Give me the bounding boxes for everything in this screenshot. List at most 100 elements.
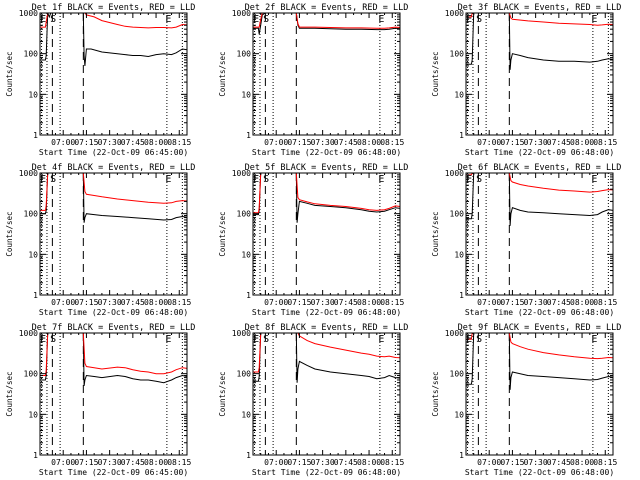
x-tick-label: 08:15 [167,138,191,147]
y-tick-label: 1 [459,291,464,300]
region-label: E [253,174,259,185]
x-tick-label: 07:15 [74,458,98,467]
region-label: E [466,174,472,185]
detector-panel: Det 1f BLACK = Events, RED = LLD 1 10 100 10… [5,3,195,157]
y-tick-label: 1000 [19,329,38,338]
events-series-line [466,173,613,226]
region-label: E [591,174,597,185]
x-tick-label: 07:15 [500,138,524,147]
x-tick-label: 07:00 [51,138,75,147]
x-tick-label: 07:15 [287,458,311,467]
region-label: E [40,174,46,185]
plot-frame [465,332,614,456]
region-label: E [40,14,46,25]
x-tick-label: 07:00 [51,298,75,307]
lld-series-line [253,333,400,373]
region-label: E [378,174,384,185]
y-tick-label: 100 [450,50,465,59]
panel-title: Det 8f BLACK = Events, RED = LLD [245,323,409,333]
detector-panel: Det 2f BLACK = Events, RED = LLD 1 10 100 10… [218,3,408,157]
x-axis-title: Start Time (22-Oct-09 06:45:00) [39,468,188,477]
y-tick-label: 100 [237,210,252,219]
x-tick-label: 08:00 [357,138,381,147]
panel-title: Det 5f BLACK = Events, RED = LLD [245,163,409,173]
detector-panel: Det 4f BLACK = Events, RED = LLD 1 10 100 10… [5,163,195,317]
x-tick-label: 07:15 [74,298,98,307]
region-label: E [466,14,472,25]
x-tick-label: 08:00 [144,138,168,147]
y-tick-label: 1 [33,131,38,140]
lld-series-line [40,333,187,376]
x-tick-label: 07:30 [98,458,122,467]
y-tick-label: 1 [246,131,251,140]
y-axis-title: Counts/sec [431,371,440,416]
x-tick-label: 08:15 [167,298,191,307]
x-tick-label: 08:00 [144,298,168,307]
x-tick-label: 07:15 [500,458,524,467]
detector-panel: Det 3f BLACK = Events, RED = LLD 1 10 100 10… [431,3,621,157]
lld-series-line [253,173,400,214]
x-axis-title: Start Time (22-Oct-09 06:48:00) [252,468,401,477]
events-series-line [253,333,400,383]
y-tick-label: 1 [246,451,251,460]
y-axis-title: Counts/sec [5,211,14,256]
x-tick-label: 08:00 [357,458,381,467]
x-tick-label: 07:30 [311,458,335,467]
x-tick-label: 07:30 [524,458,548,467]
y-axis-title: Counts/sec [431,211,440,256]
lld-series-line [40,173,187,211]
x-tick-label: 08:00 [570,298,594,307]
events-series-line [40,13,187,66]
y-tick-label: 10 [241,410,251,419]
lld-series-line [253,13,400,29]
plot-frame [252,12,401,136]
y-tick-label: 1000 [19,9,38,18]
panel-title: Det 6f BLACK = Events, RED = LLD [458,163,622,173]
y-tick-label: 10 [28,250,38,259]
x-tick-label: 08:15 [593,458,617,467]
x-tick-label: 07:45 [121,458,145,467]
x-axis-title: Start Time (22-Oct-09 06:48:00) [252,308,401,317]
y-tick-label: 1 [33,451,38,460]
plot-frame [252,172,401,296]
panel-title: Det 2f BLACK = Events, RED = LLD [245,3,409,13]
events-series-line [40,333,187,386]
region-label: E [378,334,384,345]
y-tick-label: 10 [28,410,38,419]
x-tick-label: 07:00 [477,458,501,467]
y-tick-label: 1000 [445,329,464,338]
y-tick-label: 10 [454,90,464,99]
y-tick-label: 10 [454,250,464,259]
x-tick-label: 08:00 [144,458,168,467]
y-tick-label: 100 [24,50,39,59]
x-axis-title: Start Time (22-Oct-09 06:45:00) [39,148,188,157]
region-label: S [476,14,482,25]
y-tick-label: 10 [241,90,251,99]
region-label: E [253,14,259,25]
x-tick-label: 07:15 [74,138,98,147]
detector-panel: Det 9f BLACK = Events, RED = LLD 1 10 100 10… [431,323,621,477]
lld-series-line [466,13,613,26]
events-series-line [466,13,613,70]
panel-title: Det 7f BLACK = Events, RED = LLD [32,323,196,333]
y-tick-label: 100 [450,210,465,219]
y-tick-label: 1000 [232,169,251,178]
detector-panel: Det 5f BLACK = Events, RED = LLD 1 10 100 10… [218,163,408,317]
y-tick-label: 100 [450,370,465,379]
x-axis-title: Start Time (22-Oct-09 06:48:00) [465,308,614,317]
x-tick-label: 07:45 [121,298,145,307]
x-tick-label: 07:00 [477,298,501,307]
x-tick-label: 07:15 [287,298,311,307]
y-tick-label: 100 [24,370,39,379]
x-tick-label: 07:45 [121,138,145,147]
x-tick-label: 07:30 [311,298,335,307]
y-tick-label: 1 [459,451,464,460]
y-axis-title: Counts/sec [218,51,227,96]
events-series-line [253,13,400,35]
region-label: S [50,334,56,345]
x-tick-label: 08:00 [570,138,594,147]
region-label: S [476,174,482,185]
y-tick-label: 1000 [445,9,464,18]
x-axis-title: Start Time (22-Oct-09 06:48:00) [465,468,614,477]
